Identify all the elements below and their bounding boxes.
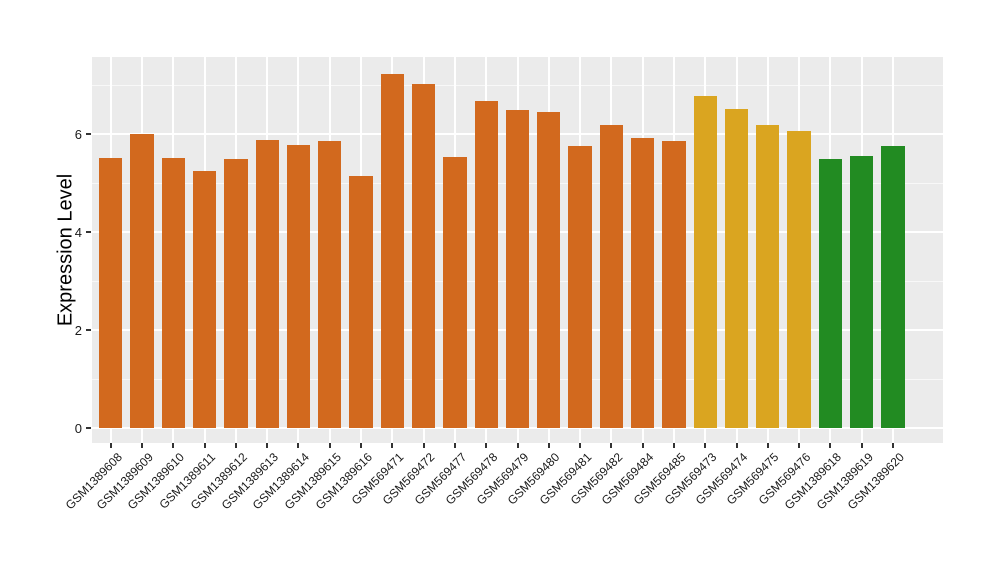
y-tick-mark <box>86 133 91 136</box>
y-tick-mark <box>86 427 91 430</box>
x-tick-mark <box>328 443 331 448</box>
bar <box>474 101 498 429</box>
bar <box>505 110 530 429</box>
y-tick-mark <box>86 231 91 234</box>
x-tick-mark <box>422 443 425 448</box>
x-tick-mark <box>891 443 894 448</box>
y-tick-label: 4 <box>74 224 82 240</box>
y-tick-label: 2 <box>74 322 82 338</box>
x-tick-mark <box>735 443 738 448</box>
bar <box>568 145 592 429</box>
x-tick-mark <box>766 443 769 448</box>
x-tick-mark <box>360 443 363 448</box>
bar <box>787 130 811 429</box>
x-tick-mark <box>203 443 206 448</box>
x-tick-mark <box>391 443 394 448</box>
x-tick-mark <box>172 443 175 448</box>
bar <box>286 145 311 429</box>
bar <box>662 140 686 429</box>
x-tick-mark <box>453 443 456 448</box>
bar <box>818 159 843 429</box>
bar <box>318 141 342 429</box>
bar <box>881 146 905 429</box>
x-tick-mark <box>266 443 269 448</box>
bar <box>224 159 248 429</box>
x-tick-mark <box>798 443 801 448</box>
bar <box>411 84 436 429</box>
x-tick-mark <box>109 443 112 448</box>
x-tick-mark <box>141 443 144 448</box>
bar <box>349 176 373 429</box>
x-tick-mark <box>860 443 863 448</box>
x-tick-mark <box>829 443 832 448</box>
bar <box>693 96 717 429</box>
x-tick-mark <box>672 443 675 448</box>
y-tick-label: 0 <box>74 420 82 436</box>
bar <box>443 156 467 429</box>
bar <box>255 140 279 429</box>
bar <box>630 138 655 429</box>
bar <box>849 156 874 429</box>
x-tick-mark <box>516 443 519 448</box>
y-tick-mark <box>86 329 91 332</box>
bar <box>161 157 186 429</box>
bar <box>537 111 561 429</box>
bar <box>756 124 780 429</box>
y-tick-label: 6 <box>74 126 82 142</box>
x-tick-mark <box>704 443 707 448</box>
x-tick-mark <box>297 443 300 448</box>
bar <box>599 124 624 429</box>
x-tick-mark <box>610 443 613 448</box>
y-axis-title: Expression Level <box>54 173 77 327</box>
bar <box>724 109 749 429</box>
bar <box>99 157 123 429</box>
x-tick-mark <box>547 443 550 448</box>
x-tick-mark <box>234 443 237 448</box>
plot-panel <box>92 57 943 443</box>
x-tick-mark <box>579 443 582 448</box>
bar <box>130 134 154 429</box>
x-tick-mark <box>641 443 644 448</box>
x-tick-mark <box>485 443 488 448</box>
bar <box>192 171 217 429</box>
bar <box>380 73 405 429</box>
